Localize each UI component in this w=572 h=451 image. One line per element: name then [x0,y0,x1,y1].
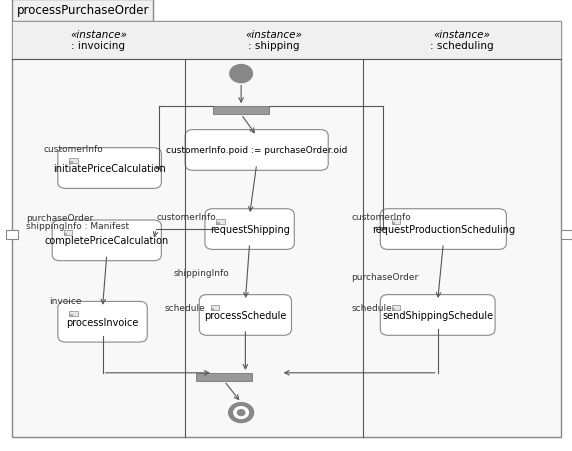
Bar [216,222,219,224]
Circle shape [229,403,253,423]
Text: customerInfo.poid := purchaseOrder.oid: customerInfo.poid := purchaseOrder.oid [166,146,347,155]
FancyBboxPatch shape [58,148,161,189]
Text: initiatePriceCalculation: initiatePriceCalculation [53,164,166,174]
Text: completePriceCalculation: completePriceCalculation [45,236,169,246]
Text: «instance»: «instance» [245,30,303,41]
Text: sendShippingSchedule: sendShippingSchedule [382,310,493,320]
Text: schedule: schedule [351,303,392,312]
Text: «instance»: «instance» [434,30,490,41]
Text: customerInfo: customerInfo [351,213,411,222]
Bar [392,308,394,310]
Circle shape [230,65,252,83]
Bar [561,230,572,239]
Bar [63,230,72,235]
Bar [213,107,269,115]
FancyBboxPatch shape [380,209,506,250]
Bar [69,158,78,163]
Text: requestShipping: requestShipping [210,225,289,235]
Text: customerInfo: customerInfo [156,213,216,222]
Bar [69,315,72,317]
Text: processPurchaseOrder: processPurchaseOrder [17,5,149,17]
Bar [196,373,252,381]
FancyBboxPatch shape [380,295,495,336]
Bar [210,308,213,310]
Bar [210,305,219,310]
Text: processInvoice: processInvoice [66,317,139,327]
Text: purchaseOrder: purchaseOrder [351,273,419,282]
Bar [392,222,394,224]
Bar [69,312,78,317]
Text: «instance»: «instance» [70,30,127,41]
Text: shippingInfo : Manifest: shippingInfo : Manifest [26,221,129,230]
Text: processSchedule: processSchedule [204,310,287,320]
FancyBboxPatch shape [199,295,292,336]
Bar [63,234,66,235]
Text: shippingInfo: shippingInfo [173,268,229,277]
FancyBboxPatch shape [205,209,294,250]
Text: : invoicing: : invoicing [72,41,125,51]
FancyBboxPatch shape [52,221,161,261]
Bar [392,305,400,310]
Circle shape [234,407,248,419]
Text: requestProductionScheduling: requestProductionScheduling [372,225,515,235]
Text: purchaseOrder: purchaseOrder [26,214,93,223]
Text: schedule: schedule [165,303,205,312]
Bar [69,161,72,163]
Text: customerInfo: customerInfo [43,144,103,153]
FancyBboxPatch shape [185,130,328,171]
Text: invoice: invoice [49,297,81,306]
Bar [216,219,225,224]
Bar [12,22,561,60]
Text: : shipping: : shipping [248,41,300,51]
FancyBboxPatch shape [58,302,147,342]
Bar [6,230,18,239]
Text: : scheduling: : scheduling [430,41,494,51]
Bar [12,0,153,22]
Bar [392,219,400,224]
Circle shape [237,410,245,416]
